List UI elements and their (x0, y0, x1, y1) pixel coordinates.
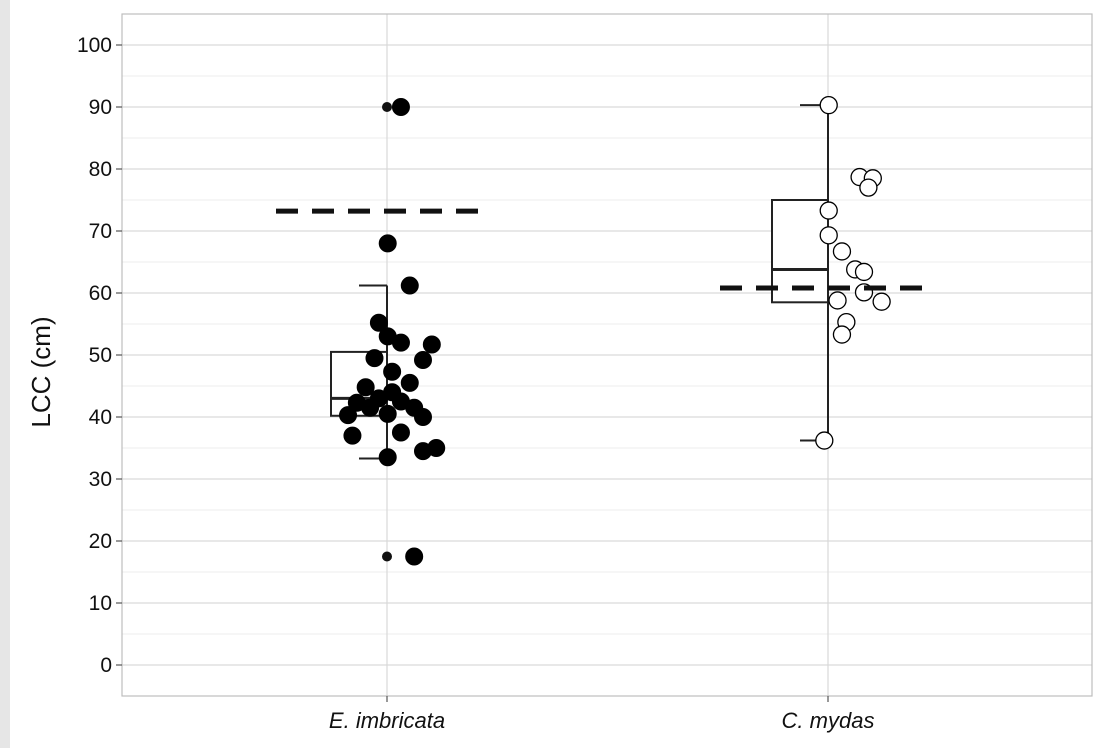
data-point (356, 378, 375, 397)
y-tick-label: 20 (89, 530, 112, 553)
data-point (391, 423, 410, 442)
y-tick-label: 30 (89, 468, 112, 491)
data-point (365, 349, 384, 368)
left-border-stripe (0, 0, 10, 748)
data-point (361, 398, 380, 417)
box-c-mydas (771, 104, 829, 442)
data-point (854, 262, 874, 282)
data-point (414, 350, 432, 369)
major-gridlines (122, 14, 1092, 696)
data-point (391, 333, 410, 352)
x-axis-ticks: E. imbricata C. mydas (329, 696, 875, 733)
data-point (378, 404, 397, 423)
data-point (378, 234, 397, 253)
y-tick-label: 70 (89, 220, 112, 243)
data-point (383, 362, 402, 381)
outlier-point (382, 551, 392, 562)
y-tick-label: 0 (100, 654, 112, 677)
y-tick-label: 40 (89, 406, 112, 429)
data-points (339, 95, 891, 566)
data-point (859, 178, 878, 197)
data-point (832, 242, 852, 261)
data-point (369, 313, 388, 332)
data-point (422, 335, 441, 354)
data-point (427, 439, 446, 457)
outlier-point (382, 102, 392, 112)
data-point (815, 431, 834, 450)
y-tick-label: 60 (89, 282, 112, 305)
data-point (828, 291, 847, 310)
x-tick-label: C. mydas (782, 708, 875, 733)
data-point (391, 98, 410, 116)
data-point (819, 95, 838, 115)
data-point (405, 547, 424, 566)
data-point (400, 276, 419, 295)
y-tick-label: 90 (89, 96, 112, 119)
data-point (872, 292, 891, 311)
x-tick-label: E. imbricata (329, 708, 445, 733)
data-point (414, 408, 432, 426)
data-point (343, 426, 362, 445)
data-point (819, 201, 838, 220)
y-tick-label: 50 (89, 344, 112, 367)
data-point (339, 406, 358, 425)
data-point (378, 448, 397, 467)
box-plots (330, 102, 829, 562)
y-axis-title: LCC (cm) (26, 316, 56, 427)
data-point (832, 325, 852, 344)
box-rect (771, 199, 829, 304)
y-axis-ticks: 0 10 20 30 40 50 60 70 80 90 100 (77, 34, 122, 677)
data-point (400, 373, 419, 392)
y-tick-label: 80 (89, 158, 112, 181)
y-tick-label: 10 (89, 592, 112, 615)
minor-gridlines (122, 75, 1092, 635)
y-tick-label: 100 (77, 34, 112, 57)
data-point (819, 226, 838, 245)
